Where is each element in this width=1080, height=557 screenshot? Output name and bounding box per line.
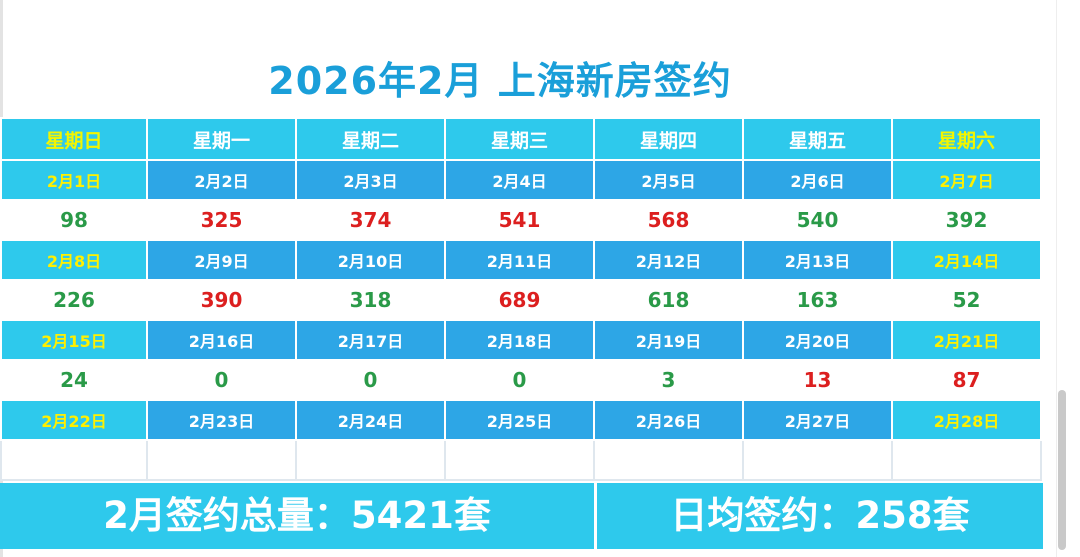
weekday-saturday: 星期六 [891, 117, 1042, 161]
weekday-tuesday: 星期二 [295, 117, 446, 161]
date-row-week3: 2月15日 2月16日 2月17日 2月18日 2月19日 2月20日 2月21… [0, 319, 1042, 361]
value-cell: 3 [593, 359, 744, 401]
value-cell: 318 [295, 279, 446, 321]
monthly-total-banner: 2月签约总量：5421套 [0, 483, 594, 549]
date-cell: 2月15日 [0, 319, 148, 361]
value-cell: 163 [742, 279, 893, 321]
value-cell: 618 [593, 279, 744, 321]
value-cell: 689 [444, 279, 595, 321]
daily-average-banner: 日均签约：258套 [597, 483, 1043, 549]
date-cell: 2月18日 [444, 319, 595, 361]
empty-cell [0, 439, 148, 481]
date-cell: 2月11日 [444, 239, 595, 281]
date-cell: 2月6日 [742, 159, 893, 201]
value-cell: 226 [0, 279, 148, 321]
value-cell: 87 [891, 359, 1042, 401]
page-title: 2026年2月 上海新房签约 [268, 59, 732, 103]
value-cell: 374 [295, 199, 446, 241]
date-row-week2: 2月8日 2月9日 2月10日 2月11日 2月12日 2月13日 2月14日 [0, 239, 1042, 281]
value-cell: 0 [444, 359, 595, 401]
date-cell: 2月20日 [742, 319, 893, 361]
date-cell: 2月1日 [0, 159, 148, 201]
value-cell: 392 [891, 199, 1042, 241]
value-cell: 325 [146, 199, 297, 241]
date-cell: 2月5日 [593, 159, 744, 201]
value-cell: 541 [444, 199, 595, 241]
weekday-wednesday: 星期三 [444, 117, 595, 161]
value-cell: 0 [146, 359, 297, 401]
date-cell: 2月28日 [891, 399, 1042, 441]
empty-cell [891, 439, 1042, 481]
weekday-header-row: 星期日 星期一 星期二 星期三 星期四 星期五 星期六 [0, 117, 1042, 161]
date-cell: 2月17日 [295, 319, 446, 361]
value-row-week3: 24 0 0 0 3 13 87 [0, 359, 1042, 401]
weekday-friday: 星期五 [742, 117, 893, 161]
date-cell: 2月12日 [593, 239, 744, 281]
empty-cell [742, 439, 893, 481]
date-cell: 2月24日 [295, 399, 446, 441]
empty-cell [295, 439, 446, 481]
date-cell: 2月7日 [891, 159, 1042, 201]
value-row-week2: 226 390 318 689 618 163 52 [0, 279, 1042, 321]
date-cell: 2月23日 [146, 399, 297, 441]
value-cell: 13 [742, 359, 893, 401]
value-cell: 98 [0, 199, 148, 241]
date-cell: 2月21日 [891, 319, 1042, 361]
weekday-monday: 星期一 [146, 117, 297, 161]
weekday-thursday: 星期四 [593, 117, 744, 161]
date-cell: 2月25日 [444, 399, 595, 441]
vertical-scrollbar[interactable] [1058, 390, 1066, 550]
sales-calendar: 星期日 星期一 星期二 星期三 星期四 星期五 星期六 2月1日 2月2日 2月… [0, 117, 1042, 481]
value-cell: 52 [891, 279, 1042, 321]
date-cell: 2月10日 [295, 239, 446, 281]
value-cell: 0 [295, 359, 446, 401]
date-cell: 2月14日 [891, 239, 1042, 281]
date-cell: 2月9日 [146, 239, 297, 281]
date-row-week1: 2月1日 2月2日 2月3日 2月4日 2月5日 2月6日 2月7日 [0, 159, 1042, 201]
empty-value-row [0, 439, 1042, 481]
value-cell: 24 [0, 359, 148, 401]
date-cell: 2月8日 [0, 239, 148, 281]
date-cell: 2月3日 [295, 159, 446, 201]
value-cell: 540 [742, 199, 893, 241]
value-row-week1: 98 325 374 541 568 540 392 [0, 199, 1042, 241]
date-cell: 2月13日 [742, 239, 893, 281]
value-cell: 568 [593, 199, 744, 241]
date-cell: 2月26日 [593, 399, 744, 441]
empty-cell [146, 439, 297, 481]
date-cell: 2月16日 [146, 319, 297, 361]
date-cell: 2月27日 [742, 399, 893, 441]
weekday-sunday: 星期日 [0, 117, 148, 161]
date-cell: 2月22日 [0, 399, 148, 441]
date-cell: 2月2日 [146, 159, 297, 201]
date-row-week4: 2月22日 2月23日 2月24日 2月25日 2月26日 2月27日 2月28… [0, 399, 1042, 441]
empty-cell [444, 439, 595, 481]
date-cell: 2月19日 [593, 319, 744, 361]
page-right-edge [1056, 0, 1057, 557]
empty-cell [593, 439, 744, 481]
value-cell: 390 [146, 279, 297, 321]
date-cell: 2月4日 [444, 159, 595, 201]
